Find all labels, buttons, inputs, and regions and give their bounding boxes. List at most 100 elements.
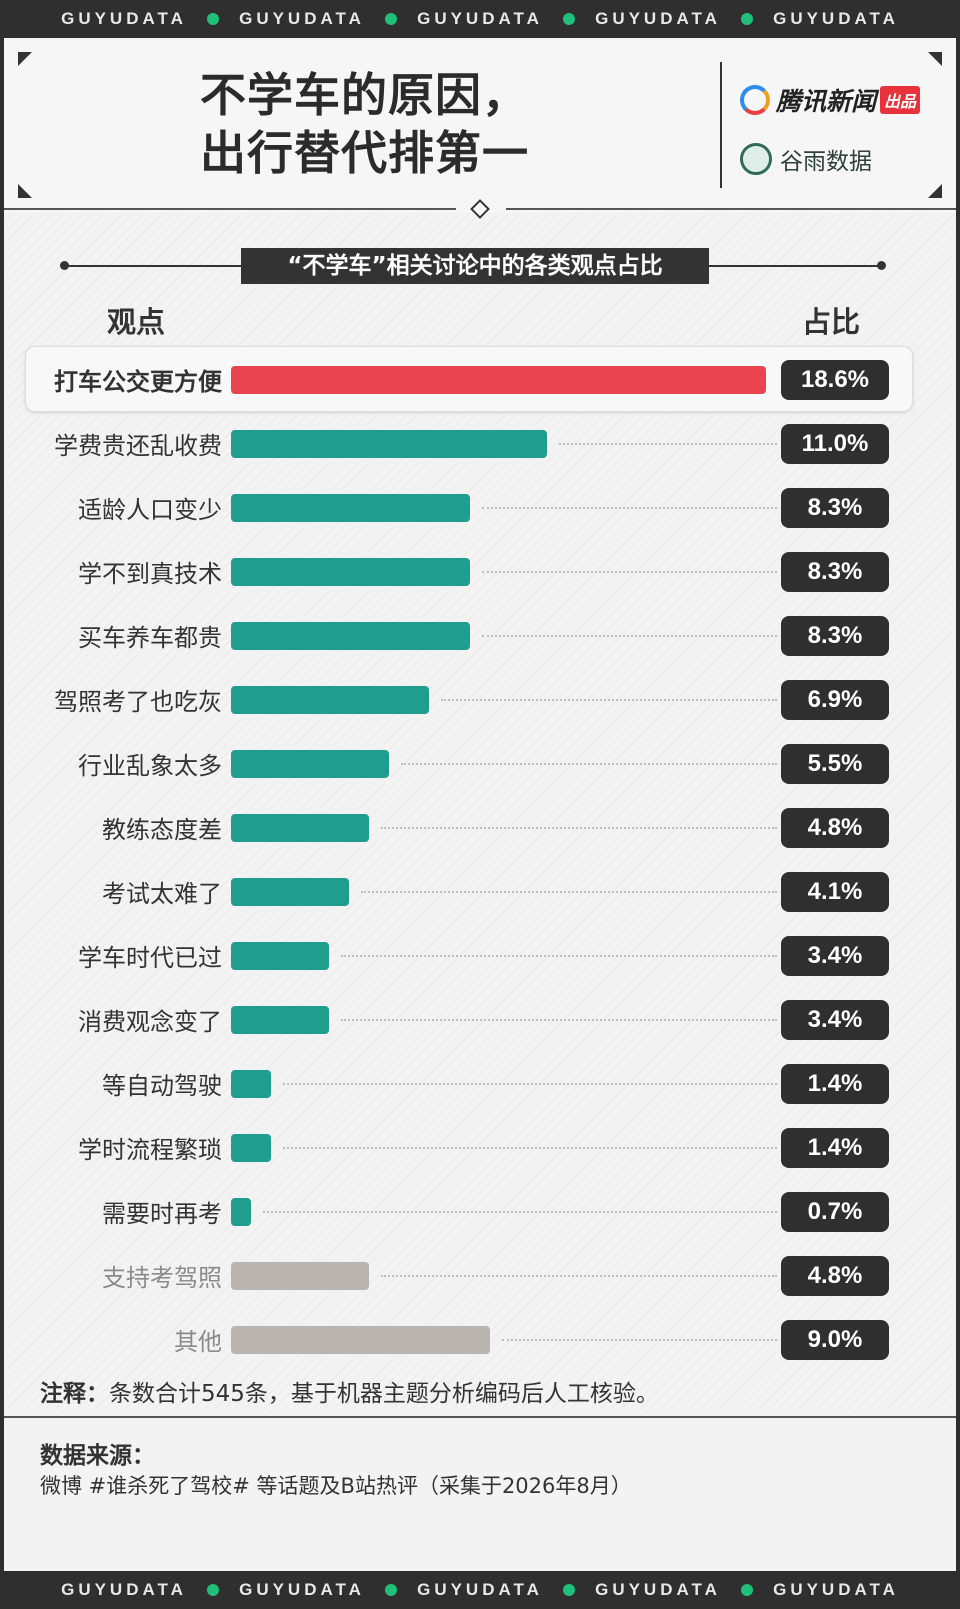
leader-line (481, 635, 777, 637)
table-row: 考试太难了 4.1% (4, 870, 956, 912)
value-badge: 4.1% (781, 872, 889, 912)
strip-words-bottom: GUYUDATA GUYUDATA GUYUDATA GUYUDATA GUYU… (49, 1580, 911, 1600)
strip-word: GUYUDATA (61, 1580, 187, 1599)
strip-dot-icon (741, 13, 753, 25)
strip-dot-icon (563, 13, 575, 25)
strip-words-top: GUYUDATA GUYUDATA GUYUDATA GUYUDATA GUYU… (49, 9, 911, 29)
table-row: 驾照考了也吃灰 6.9% (4, 678, 956, 720)
bar (231, 494, 470, 522)
table-row: 教练态度差 4.8% (4, 806, 956, 848)
strip-word: GUYUDATA (595, 9, 721, 28)
strip-dot-icon (385, 1584, 397, 1596)
note-text: 条数合计545条，基于机器主题分析编码后人工核验。 (109, 1381, 659, 1407)
bar-label: 教练态度差 (102, 816, 222, 844)
bar (231, 1198, 252, 1226)
table-row: 消费观念变了 3.4% (4, 998, 956, 1040)
corner-mark-icon (928, 184, 942, 198)
leader-line (501, 1339, 777, 1341)
table-row: 其他 9.0% (4, 1318, 956, 1360)
strip-dot-icon (207, 1584, 219, 1596)
page-title: 不学车的原因， 出行替代排第一 (200, 66, 529, 182)
bar-label: 考试太难了 (102, 880, 222, 908)
bar (231, 366, 766, 394)
leader-line (360, 891, 777, 893)
leader-line (381, 1275, 777, 1277)
value-badge: 4.8% (781, 1256, 889, 1296)
strip-dot-icon (741, 1584, 753, 1596)
strip-word: GUYUDATA (239, 1580, 365, 1599)
leader-line (283, 1083, 777, 1085)
corner-mark-icon (928, 52, 942, 66)
bar (231, 1006, 329, 1034)
title-line-1: 不学车的原因， (200, 68, 529, 122)
table-row: 等自动驾驶 1.4% (4, 1062, 956, 1104)
guyu-data-logo: 谷雨数据 (740, 142, 872, 176)
value-badge: 8.3% (781, 488, 889, 528)
value-badge: 4.8% (781, 808, 889, 848)
bar-label: 其他 (174, 1328, 222, 1356)
rule-end-dot-icon (60, 261, 69, 270)
strip-word: GUYUDATA (773, 9, 899, 28)
value-badge: 5.5% (781, 744, 889, 784)
bar-label: 学车时代已过 (78, 944, 222, 972)
value-badge: 18.6% (781, 360, 889, 400)
corner-mark-icon (18, 52, 32, 66)
strip-dot-icon (385, 13, 397, 25)
value-header: 占比 (802, 305, 861, 339)
value-badge: 3.4% (781, 936, 889, 976)
value-badge: 11.0% (781, 424, 889, 464)
guyu-data-text: 谷雨数据 (780, 149, 872, 175)
bar (231, 942, 329, 970)
strip-word: GUYUDATA (61, 9, 187, 28)
value-badge: 3.4% (781, 1000, 889, 1040)
value-badge: 9.0% (781, 1320, 889, 1360)
bar (231, 558, 470, 586)
bar (231, 814, 370, 842)
leader-line (283, 1147, 777, 1149)
value-badge: 0.7% (781, 1192, 889, 1232)
bar-label: 学时流程繁琐 (78, 1136, 222, 1164)
rule-end-dot-icon (877, 261, 886, 270)
strip-word: GUYUDATA (773, 1580, 899, 1599)
tencent-news-text: 腾讯新闻 (776, 87, 877, 116)
bar (231, 1262, 370, 1290)
note-label: 注释： (40, 1381, 109, 1407)
bottom-brand-strip: GUYUDATA GUYUDATA GUYUDATA GUYUDATA GUYU… (0, 1571, 960, 1609)
table-row: 需要时再考 0.7% (4, 1190, 956, 1232)
bar (231, 1326, 490, 1354)
table-row: 学不到真技术 8.3% (4, 550, 956, 592)
table-row: 买车养车都贵 8.3% (4, 614, 956, 656)
footer-rule (4, 1416, 956, 1418)
source-text: 微博 #谁杀死了驾校# 等话题及B站热评（采集于2026年8月） (40, 1474, 632, 1498)
bar-label: 支持考驾照 (102, 1264, 222, 1292)
leader-line (340, 955, 777, 957)
table-row: 行业乱象太多 5.5% (4, 742, 956, 784)
value-badge: 1.4% (781, 1064, 889, 1104)
strip-dot-icon (207, 13, 219, 25)
bar-label: 学费贵还乱收费 (54, 432, 222, 460)
value-badge: 8.3% (781, 552, 889, 592)
table-row: 学时流程繁琐 1.4% (4, 1126, 956, 1168)
header-rule-left (4, 208, 456, 210)
tencent-news-logo: 腾讯新闻 出品 (740, 82, 921, 118)
strip-word: GUYUDATA (417, 1580, 543, 1599)
strip-word: GUYUDATA (417, 9, 543, 28)
bar-label: 打车公交更方便 (54, 368, 222, 396)
leader-line (481, 507, 777, 509)
top-brand-strip: GUYUDATA GUYUDATA GUYUDATA GUYUDATA GUYU… (0, 0, 960, 38)
bar (231, 686, 430, 714)
value-badge: 6.9% (781, 680, 889, 720)
guyu-bird-icon (740, 143, 772, 175)
chart-title: “不学车”相关讨论中的各类观点占比 (241, 248, 709, 284)
leader-line (481, 571, 777, 573)
tencent-news-icon (740, 85, 770, 115)
header-divider (720, 62, 722, 188)
value-badge: 1.4% (781, 1128, 889, 1168)
strip-word: GUYUDATA (239, 9, 365, 28)
strip-dot-icon (563, 1584, 575, 1596)
table-row: 适龄人口变少 8.3% (4, 486, 956, 528)
bar-label: 等自动驾驶 (102, 1072, 222, 1100)
bar-label: 消费观念变了 (78, 1008, 222, 1036)
leader-line (340, 1019, 777, 1021)
table-row: 学费贵还乱收费 11.0% (4, 422, 956, 464)
